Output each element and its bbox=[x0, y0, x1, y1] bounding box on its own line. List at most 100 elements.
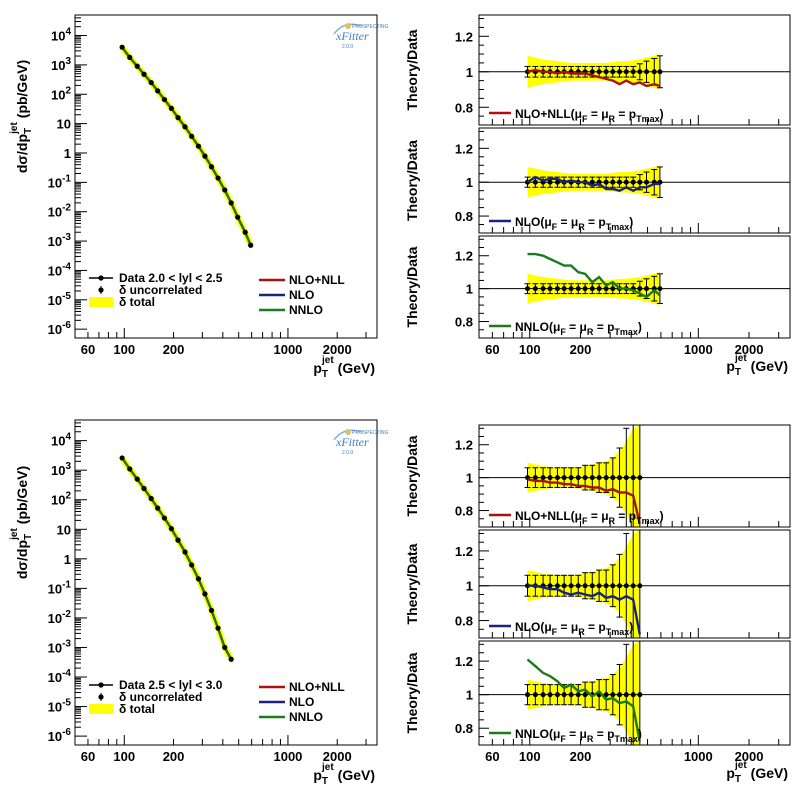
data-point bbox=[630, 692, 636, 698]
tick-label: 10-1 bbox=[48, 173, 72, 190]
nnlo-curve bbox=[121, 46, 252, 246]
data-point bbox=[637, 69, 643, 75]
x-tick-label: 60 bbox=[81, 749, 95, 764]
data-point bbox=[637, 179, 643, 185]
data-point bbox=[222, 644, 228, 651]
tick-label: 10-4 bbox=[48, 261, 72, 278]
ratio-panel-bottom-nlo: 0.8 1 1.2 Theory/Data NLO(μF = μR = pTmax) bbox=[404, 529, 791, 639]
data-point bbox=[168, 105, 174, 111]
axis-tick-label: 102 bbox=[51, 85, 71, 102]
data-point bbox=[561, 692, 567, 698]
data-point bbox=[644, 69, 650, 75]
data-point bbox=[189, 562, 195, 568]
data-point bbox=[637, 286, 643, 292]
logo-version: 2.0.0 bbox=[342, 450, 353, 456]
data-point bbox=[630, 583, 636, 589]
tick-label: 103 bbox=[51, 461, 71, 478]
x-tick-label: 1000 bbox=[684, 342, 713, 357]
data-point bbox=[182, 124, 188, 130]
legend-total-swatch bbox=[89, 704, 113, 714]
data-point bbox=[235, 214, 241, 220]
data-point bbox=[119, 455, 125, 461]
data-point bbox=[525, 286, 531, 292]
y-tick-label: 1 bbox=[466, 688, 473, 703]
tick-label: 104 bbox=[51, 432, 71, 449]
legend-theory-label: NLO bbox=[289, 288, 314, 302]
y-tick-label: 1.2 bbox=[455, 544, 473, 559]
data-point bbox=[532, 179, 538, 185]
nlo-curve bbox=[121, 457, 233, 660]
data-point bbox=[215, 625, 221, 631]
data-point bbox=[603, 69, 609, 75]
legend-uncorr-label: δ uncorrelated bbox=[119, 690, 202, 704]
data-point bbox=[561, 475, 567, 481]
plot-frame bbox=[74, 14, 378, 339]
tick-label: 10-5 bbox=[48, 291, 72, 308]
theory-ratio-curve bbox=[527, 478, 641, 524]
data-point bbox=[657, 69, 663, 75]
y-axis-label: Theory/Data bbox=[404, 246, 420, 327]
x-tick-label: 1000 bbox=[684, 749, 713, 764]
data-point bbox=[547, 179, 553, 185]
axis-tick-label: 10-1 bbox=[48, 173, 72, 190]
legend-label: NLO+NLL(μF = μR = pTmax) bbox=[515, 107, 664, 124]
data-point bbox=[195, 576, 202, 582]
data-point bbox=[561, 583, 567, 589]
data-point bbox=[610, 692, 616, 698]
data-point bbox=[610, 475, 616, 481]
logo-version: 2.0.0 bbox=[342, 44, 353, 50]
theory-ratio-curve bbox=[526, 658, 641, 742]
data-point bbox=[568, 692, 574, 698]
y-tick-label: 0.8 bbox=[455, 504, 473, 519]
x-axis-label: pTjet (GeV) bbox=[313, 355, 375, 380]
legend-total-label: δ total bbox=[119, 702, 155, 716]
logo-name: xFitter bbox=[335, 435, 369, 449]
x-tick-label: 100 bbox=[113, 342, 135, 357]
plot-frame bbox=[74, 419, 378, 746]
data-point bbox=[134, 476, 140, 482]
y-tick-label: 1 bbox=[466, 175, 473, 190]
x-tick-label: 1000 bbox=[273, 749, 302, 764]
axis-tick-label: 10-6 bbox=[48, 320, 72, 337]
data-point bbox=[554, 179, 560, 185]
x-tick-label: 2000 bbox=[323, 749, 352, 764]
axis-tick-label: 10-6 bbox=[48, 727, 72, 744]
x-tick-label: 100 bbox=[113, 749, 135, 764]
axis-tick-label: 10-2 bbox=[48, 609, 72, 626]
tick-label: 104 bbox=[51, 27, 71, 44]
data-point bbox=[134, 63, 140, 69]
axis-tick-label: 104 bbox=[51, 27, 71, 44]
legend-total-label: δ total bbox=[119, 295, 155, 309]
y-axis-label: Theory/Data bbox=[404, 435, 420, 516]
x-tick-label: 60 bbox=[485, 342, 499, 357]
x-tick-label: 2000 bbox=[735, 342, 764, 357]
y-axis-label: Theory/Data bbox=[404, 140, 420, 221]
data-point bbox=[623, 583, 629, 589]
legend-data-marker bbox=[98, 275, 104, 281]
data-point bbox=[168, 526, 174, 532]
total-uncertainty-band bbox=[119, 45, 254, 247]
y-tick-label: 0.8 bbox=[455, 209, 473, 224]
tick-label: 103 bbox=[51, 56, 71, 73]
data-point bbox=[208, 607, 215, 613]
data-point bbox=[575, 286, 581, 292]
axis-tick-label: 10-3 bbox=[48, 232, 72, 249]
x-axis-label: pTjet (GeV) bbox=[726, 760, 788, 785]
axis-tick-label: 10-3 bbox=[48, 638, 72, 655]
plot-frame bbox=[478, 127, 791, 234]
data-point bbox=[610, 179, 616, 185]
data-point bbox=[603, 583, 609, 589]
data-point bbox=[610, 69, 616, 75]
data-point bbox=[532, 692, 538, 698]
data-point bbox=[568, 286, 574, 292]
data-point bbox=[610, 583, 616, 589]
ratio-panel-top-nlo-nll: 0.8 1 1.2 Theory/Data NLO+NLL(μF = μR = pTma… bbox=[404, 14, 791, 126]
tick-label: 10-4 bbox=[48, 668, 72, 685]
data-point bbox=[603, 475, 609, 481]
xsec-panel-top: 10-6 10-5 10-4 10-3 10-2 10-1 1 10 102 103 104 60 10… bbox=[9, 14, 378, 380]
data-point bbox=[589, 69, 595, 75]
data-point bbox=[589, 286, 595, 292]
